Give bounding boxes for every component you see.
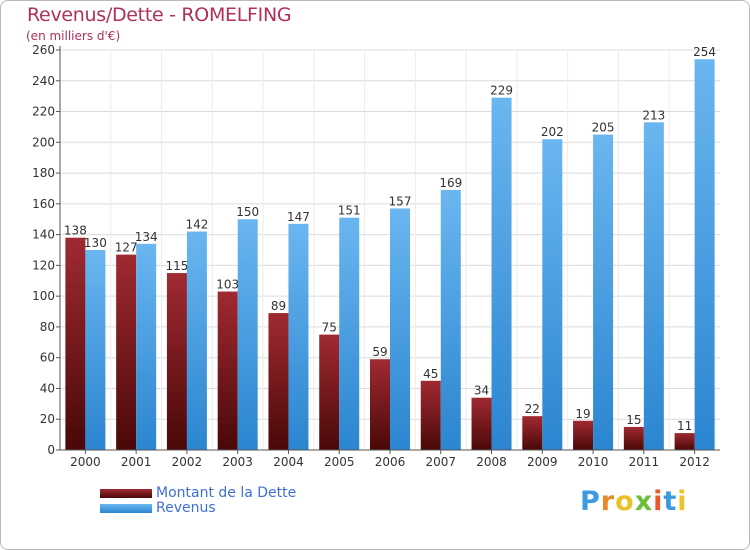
data-label-revenue-2002: 142: [185, 218, 208, 232]
data-label-debt-2007: 45: [423, 367, 438, 381]
bar-revenue-2004: [288, 223, 309, 450]
bars: [65, 59, 715, 451]
bar-debt-2002: [166, 273, 187, 450]
x-tick-label: 2009: [527, 455, 558, 469]
bar-revenue-2000: [85, 250, 106, 450]
data-label-revenue-2000: 130: [84, 236, 107, 250]
bar-debt-2007: [420, 380, 441, 450]
data-label-debt-2009: 22: [525, 402, 540, 416]
bar-debt-2003: [217, 291, 238, 450]
y-tick-label: 120: [32, 258, 55, 272]
bar-debt-2011: [623, 426, 644, 450]
bar-revenue-2005: [339, 217, 360, 450]
x-tick-label: 2010: [578, 455, 609, 469]
logo-letter: i: [677, 486, 688, 517]
x-tick-label: 2004: [273, 455, 304, 469]
proxiti-logo: Proxiti: [580, 486, 688, 517]
bar-revenue-2012: [694, 59, 715, 450]
y-tick-label: 0: [47, 443, 55, 457]
bar-revenue-2001: [136, 243, 157, 450]
data-label-revenue-2005: 151: [338, 204, 361, 218]
bar-debt-2009: [522, 416, 543, 450]
y-tick-label: 180: [32, 166, 55, 180]
bar-revenue-2003: [237, 219, 258, 450]
bar-debt-2004: [268, 313, 289, 450]
logo-letter: i: [653, 486, 664, 517]
y-tick-label: 240: [32, 74, 55, 88]
data-label-debt-2003: 103: [216, 278, 239, 292]
x-tick-label: 2005: [324, 455, 355, 469]
data-label-revenue-2004: 147: [287, 210, 310, 224]
data-label-revenue-2012: 254: [693, 45, 716, 59]
y-tick-label: 20: [40, 412, 55, 426]
chart-title: Revenus/Dette - ROMELFING: [27, 4, 292, 26]
bar-debt-2000: [65, 237, 86, 450]
y-tick-label: 160: [32, 197, 55, 211]
logo-letter: x: [634, 486, 654, 517]
legend-swatch-revenue: [100, 504, 152, 513]
data-label-revenue-2003: 150: [236, 205, 259, 219]
y-tick-label: 100: [32, 289, 55, 303]
x-tick-label: 2007: [425, 455, 456, 469]
legend-label-revenue: Revenus: [156, 500, 216, 516]
logo-letter: r: [600, 486, 616, 517]
axes: 0 20 40 60 80 100 120 140 160 180 200 220 240 260 2000…: [32, 43, 720, 469]
data-label-debt-2008: 34: [474, 384, 489, 398]
data-label-revenue-2011: 213: [642, 108, 665, 122]
logo-letter: o: [615, 486, 635, 517]
y-tick-label: 80: [40, 320, 55, 334]
data-label-revenue-2001: 134: [135, 230, 158, 244]
bar-debt-2010: [573, 420, 594, 450]
y-tick-label: 260: [32, 43, 55, 57]
data-label-debt-2010: 19: [575, 407, 590, 421]
x-tick-label: 2001: [121, 455, 152, 469]
legend-swatch-debt: [100, 489, 152, 498]
logo-letter: t: [663, 486, 678, 517]
x-tick-label: 2012: [679, 455, 710, 469]
bar-debt-2012: [674, 433, 695, 450]
data-label-debt-2000: 138: [64, 224, 87, 238]
data-label-revenue-2007: 169: [439, 176, 462, 190]
logo-letter: P: [580, 486, 601, 517]
bar-debt-2001: [116, 254, 137, 450]
bar-debt-2008: [471, 397, 492, 450]
data-label-revenue-2008: 229: [490, 84, 513, 98]
x-tick-label: 2003: [222, 455, 253, 469]
bar-debt-2005: [319, 334, 340, 450]
bar-revenue-2007: [440, 190, 461, 450]
y-tick-label: 60: [40, 351, 55, 365]
data-label-debt-2002: 115: [165, 259, 188, 273]
x-tick-label: 2008: [476, 455, 507, 469]
x-tick-label: 2002: [172, 455, 203, 469]
bar-debt-2006: [370, 359, 390, 450]
x-tick-label: 2000: [70, 455, 101, 469]
y-tick-label: 200: [32, 135, 55, 149]
chart-subtitle: (en milliers d'€): [26, 29, 121, 43]
data-label-debt-2011: 15: [626, 413, 641, 427]
bar-revenue-2006: [390, 208, 410, 450]
data-label-debt-2001: 127: [115, 241, 138, 255]
legend-label-debt: Montant de la Dette: [156, 485, 297, 501]
data-label-debt-2006: 59: [372, 345, 387, 359]
data-label-revenue-2006: 157: [389, 194, 412, 208]
y-tick-label: 40: [40, 381, 55, 395]
data-label-debt-2005: 75: [322, 321, 337, 335]
bar-revenue-2008: [491, 97, 512, 450]
bar-revenue-2002: [186, 231, 207, 450]
data-label-revenue-2009: 202: [541, 125, 564, 139]
y-tick-label: 140: [32, 228, 55, 242]
bar-revenue-2010: [593, 134, 614, 450]
data-label-debt-2004: 89: [271, 299, 286, 313]
y-tick-label: 220: [32, 105, 55, 119]
data-label-debt-2012: 11: [677, 419, 692, 433]
x-tick-label: 2006: [375, 455, 406, 469]
data-label-revenue-2010: 205: [592, 121, 615, 135]
bar-revenue-2009: [542, 139, 563, 450]
x-tick-label: 2011: [629, 455, 660, 469]
bar-revenue-2011: [643, 122, 664, 451]
